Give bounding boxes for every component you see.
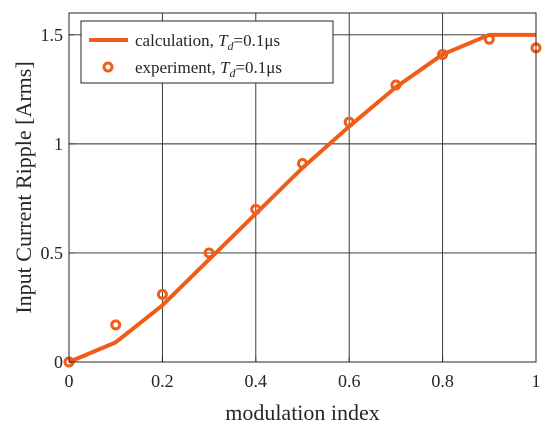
y-tick-label: 0.5 [41, 243, 64, 263]
experiment-point [297, 158, 308, 170]
x-tick-label: 0 [65, 371, 74, 391]
x-tick-label: 0.6 [338, 371, 361, 391]
y-tick-label: 1 [54, 134, 63, 154]
experiment-point [390, 79, 402, 91]
x-tick-label: 0.4 [245, 371, 268, 391]
y-tick-label: 0 [54, 352, 63, 372]
legend: calculation, Td=0.1μs experiment, Td=0.1μ… [80, 20, 334, 84]
series-layer [63, 32, 542, 368]
y-tick-label: 1.5 [41, 25, 64, 45]
legend-entry-label: calculation, Td=0.1μs [135, 31, 280, 53]
experiment-point [343, 116, 355, 128]
experiment-point [156, 288, 168, 300]
x-tick-label: 1 [532, 371, 541, 391]
experiment-point [203, 247, 215, 259]
x-axis-label: modulation index [225, 400, 380, 425]
plot-frame [68, 12, 537, 363]
axis-ticks: 0 0.2 0.4 0.6 0.8 1 0 0.5 1 1.5 [41, 25, 541, 391]
legend-marker-swatch [102, 61, 114, 73]
experiment-point [483, 33, 495, 45]
experiment-point [110, 319, 122, 331]
x-tick-label: 0.8 [431, 371, 454, 391]
experiment-point [437, 48, 449, 60]
legend-entry-label: experiment, Td=0.1μs [135, 58, 282, 80]
y-axis-label: Input Current Ripple [Arms] [11, 61, 36, 313]
legend-box [80, 20, 334, 84]
x-tick-label: 0.2 [151, 371, 174, 391]
experiment-point [250, 203, 262, 215]
